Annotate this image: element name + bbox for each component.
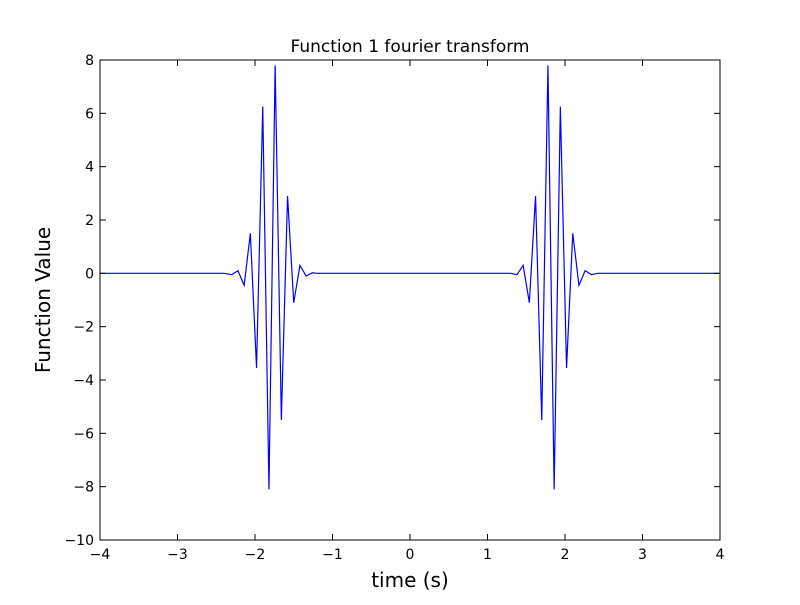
y-tick-label: −2 (73, 320, 94, 336)
y-tick-label: −10 (64, 533, 94, 549)
series-line-0 (100, 65, 720, 490)
y-tick-label: −4 (73, 373, 94, 389)
x-tick-label: −4 (90, 547, 111, 563)
x-tick-label: 4 (716, 547, 725, 563)
series-layer (100, 65, 720, 490)
y-tick-label: 8 (85, 53, 94, 69)
x-tick-label: −2 (245, 547, 266, 563)
x-tick-label: 3 (638, 547, 647, 563)
chart-title: Function 1 fourier transform (291, 37, 530, 57)
x-axis-label: time (s) (371, 568, 449, 592)
x-tick-label: −3 (167, 547, 188, 563)
x-tick-label: 0 (406, 547, 415, 563)
x-tick-label: 1 (483, 547, 492, 563)
y-tick-label: 6 (85, 106, 94, 122)
x-tick-label: 2 (561, 547, 570, 563)
y-axis: −10 −8 −6 −4 −2 0 2 4 6 8 (64, 53, 720, 549)
x-tick-label: −1 (322, 547, 343, 563)
y-tick-label: −6 (73, 426, 94, 442)
y-tick-label: −8 (73, 480, 94, 496)
y-tick-label: 4 (85, 160, 94, 176)
y-axis-label: Function Value (31, 227, 55, 373)
plot-area (100, 60, 720, 540)
y-tick-label: 2 (85, 213, 94, 229)
y-tick-label: 0 (85, 266, 94, 282)
x-axis: −4 −3 −2 −1 0 1 2 3 4 (90, 60, 725, 563)
